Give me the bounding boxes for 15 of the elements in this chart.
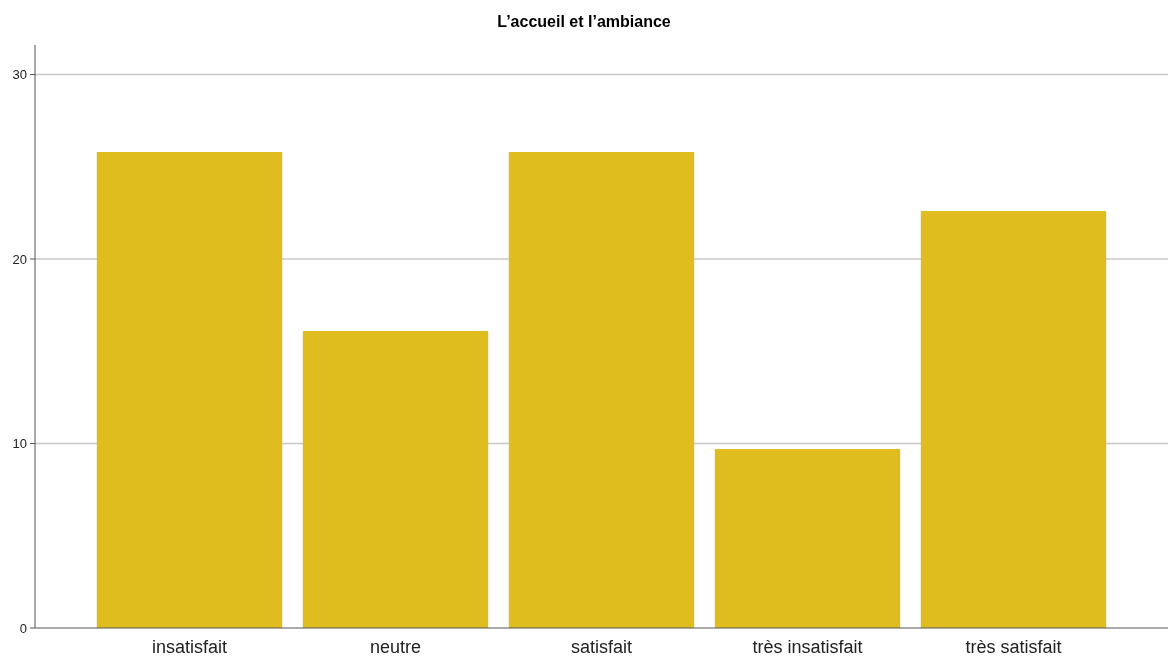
chart-title: L’accueil et l’ambiance	[497, 13, 671, 30]
x-tick-label: très insatisfait	[752, 637, 863, 657]
y-tick-label: 0	[19, 620, 27, 636]
x-tick-label: insatisfait	[151, 637, 228, 657]
bar	[714, 449, 901, 628]
x-tick-label: neutre	[369, 637, 422, 657]
y-tick-label: 30	[12, 67, 27, 83]
y-tick-label: 10	[12, 436, 27, 452]
bar	[96, 152, 283, 628]
y-tick-label: 20	[12, 251, 27, 267]
bar	[302, 330, 489, 628]
bar	[920, 211, 1107, 628]
bar	[508, 152, 695, 628]
x-tick-label: très satisfait	[965, 637, 1062, 657]
x-tick-label: satisfait	[570, 637, 633, 657]
